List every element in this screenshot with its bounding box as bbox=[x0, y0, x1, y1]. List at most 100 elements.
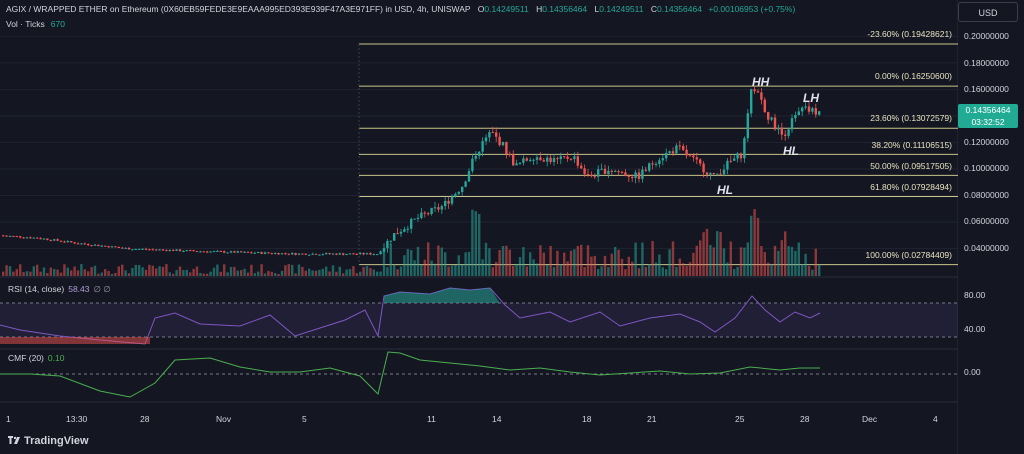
volume-bar bbox=[90, 267, 93, 276]
cmf-pane bbox=[0, 351, 958, 398]
fib-label: 61.80% (0.07928494) bbox=[870, 182, 952, 192]
volume-bar bbox=[345, 269, 348, 276]
candle-body bbox=[291, 253, 294, 255]
currency-button[interactable]: USD bbox=[958, 2, 1018, 22]
price-axis-label: 0.20000000 bbox=[964, 31, 1009, 41]
candle-body bbox=[563, 156, 566, 158]
volume-bar bbox=[253, 273, 256, 276]
candle-body bbox=[743, 138, 746, 159]
candle-body bbox=[42, 238, 46, 240]
candle-body bbox=[202, 251, 205, 253]
volume-bar bbox=[430, 260, 433, 276]
price-axis-label: 0.12000000 bbox=[964, 137, 1009, 147]
chart-canvas[interactable] bbox=[0, 0, 958, 454]
volume-bar bbox=[522, 247, 525, 276]
candle-body bbox=[675, 145, 678, 154]
volume-bar bbox=[763, 252, 766, 276]
candle-body bbox=[437, 207, 440, 210]
last-price-value: 0.14356464 bbox=[965, 105, 1011, 115]
candle-body bbox=[182, 251, 185, 253]
time-axis-label: 28 bbox=[800, 414, 810, 424]
volume-bar bbox=[467, 251, 471, 276]
volume-bar bbox=[280, 270, 284, 276]
cmf-legend[interactable]: CMF (20) 0.10 bbox=[8, 353, 64, 363]
time-axis-label: 25 bbox=[735, 414, 745, 424]
volume-bar bbox=[427, 242, 430, 276]
volume-bar bbox=[457, 255, 460, 276]
candle-body bbox=[454, 193, 457, 197]
volume-bar bbox=[110, 273, 114, 276]
candle-body bbox=[651, 163, 654, 165]
volume-bar bbox=[437, 245, 440, 276]
candle-body bbox=[348, 253, 352, 255]
rsi-legend[interactable]: RSI (14, close) 58.43 ∅ ∅ bbox=[8, 284, 111, 294]
volume-bar bbox=[780, 240, 783, 276]
volume-bar bbox=[794, 250, 797, 276]
candle-body bbox=[36, 237, 39, 239]
candle-body bbox=[90, 245, 93, 247]
volume-bar bbox=[627, 256, 630, 276]
volume-bar bbox=[675, 266, 678, 276]
candle-body bbox=[508, 153, 511, 155]
time-axis-label: 5 bbox=[302, 414, 307, 424]
volume-bar bbox=[257, 271, 260, 276]
candle-body bbox=[685, 149, 688, 156]
volume-bar bbox=[447, 266, 450, 276]
volume-bar bbox=[695, 245, 698, 276]
candle-body bbox=[263, 252, 267, 254]
candle-body bbox=[631, 176, 634, 179]
volume-legend[interactable]: Vol · Ticks 670 bbox=[6, 19, 65, 29]
volume-bar bbox=[692, 252, 695, 276]
candle-body bbox=[780, 127, 783, 135]
volume-bar bbox=[474, 211, 477, 276]
candle-body bbox=[678, 145, 681, 147]
volume-bar bbox=[444, 252, 447, 276]
volume-bar bbox=[284, 265, 287, 276]
candle-body bbox=[501, 142, 505, 146]
volume-bar bbox=[590, 256, 593, 276]
rsi-title: RSI (14, close) bbox=[8, 284, 65, 294]
volume-bar bbox=[335, 271, 338, 276]
candle-body bbox=[335, 253, 338, 255]
candle-body bbox=[498, 136, 501, 146]
volume-bar bbox=[580, 244, 583, 276]
candle-body bbox=[93, 244, 97, 246]
time-axis-label: 1 bbox=[6, 414, 11, 424]
candle-body bbox=[529, 159, 532, 161]
candle-body bbox=[525, 158, 528, 161]
volume-bar bbox=[726, 262, 729, 276]
volume-bar bbox=[15, 269, 18, 276]
candle-body bbox=[352, 253, 355, 255]
volume-bar bbox=[481, 259, 484, 276]
symbol-legend[interactable]: AGIX / WRAPPED ETHER on Ethereum (0X60EB… bbox=[6, 4, 796, 14]
candle-body bbox=[427, 213, 430, 215]
volume-bar bbox=[539, 245, 542, 276]
candle-body bbox=[192, 250, 195, 252]
volume-bar bbox=[355, 273, 358, 276]
volume-bar bbox=[603, 255, 607, 276]
candle-body bbox=[461, 186, 464, 192]
candle-body bbox=[376, 254, 379, 256]
last-price-tag: 0.14356464 03:32:52 bbox=[958, 104, 1018, 128]
candle-body bbox=[209, 251, 212, 253]
volume-bar bbox=[573, 249, 576, 276]
volume-value: 670 bbox=[50, 19, 65, 29]
volume-bar bbox=[83, 269, 86, 276]
candle-body bbox=[719, 173, 722, 175]
candle-body bbox=[219, 250, 222, 252]
volume-bar bbox=[641, 242, 644, 276]
volume-bar bbox=[722, 248, 726, 276]
tradingview-logo[interactable]: TradingView bbox=[8, 435, 89, 447]
volume-bar bbox=[304, 270, 307, 276]
candle-body bbox=[260, 252, 263, 254]
volume-bar bbox=[535, 263, 539, 276]
candle-body bbox=[304, 253, 307, 255]
candle-body bbox=[355, 253, 358, 255]
volume-bar bbox=[501, 246, 505, 276]
volume-bar bbox=[219, 271, 222, 276]
volume-bar bbox=[413, 260, 416, 276]
candle-body bbox=[763, 99, 766, 113]
volume-bar bbox=[399, 266, 403, 276]
volume-bar bbox=[607, 267, 610, 276]
volume-bar bbox=[515, 263, 518, 276]
